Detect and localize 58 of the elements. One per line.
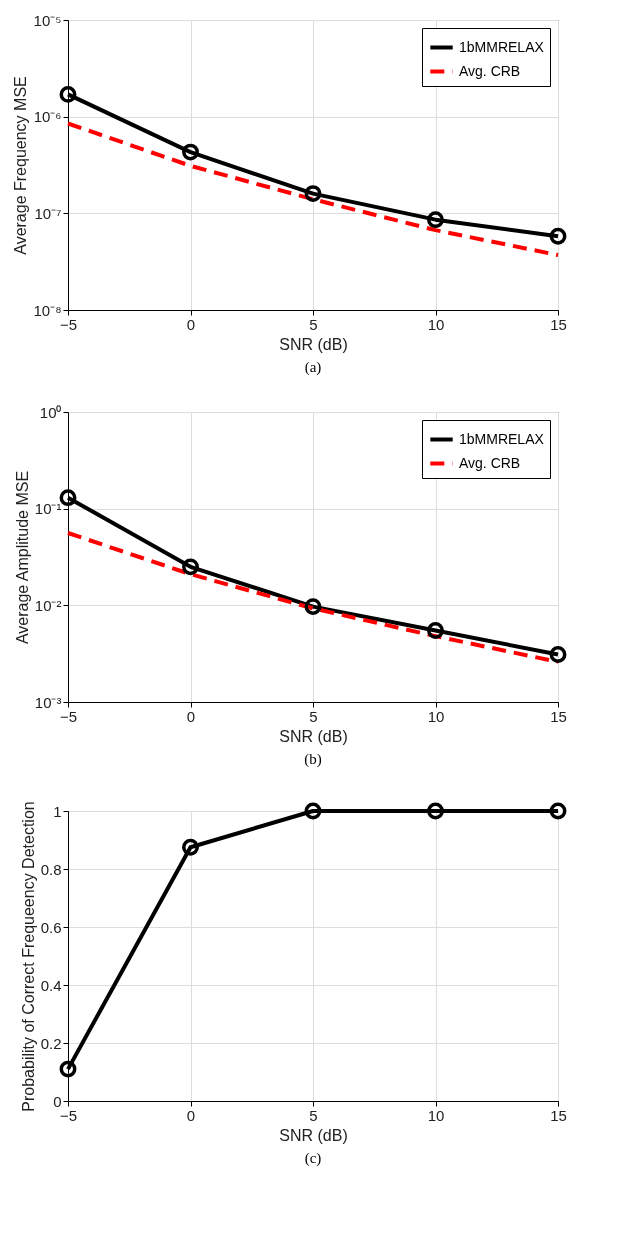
point — [427, 621, 444, 639]
x-tick-label: 10 — [427, 1106, 445, 1124]
y-tick-label: 1 — [53, 802, 62, 820]
point — [182, 838, 199, 856]
y-tick-label: 10⁻¹ — [34, 500, 62, 518]
x-tick-label: −5 — [59, 707, 78, 725]
x-tick-label: −5 — [59, 1106, 78, 1124]
legend-label: 1bMMRELAX — [459, 430, 545, 447]
y-axis-title: Average Frequency MSE — [12, 76, 30, 255]
x-tick-label: 10 — [427, 707, 445, 725]
point — [427, 211, 444, 229]
y-tick-label: 0.6 — [40, 918, 62, 936]
point — [549, 646, 567, 663]
line-series — [66, 531, 560, 664]
x-axis-title: SNR (dB) — [279, 727, 348, 745]
y-tick-label: 10⁻⁵ — [33, 11, 62, 29]
y-tick-label: 10⁻⁶ — [33, 108, 62, 126]
x-axis-title: SNR (dB) — [279, 1126, 348, 1144]
y-tick-label: 0.8 — [40, 860, 62, 878]
x-tick-label: 0 — [186, 707, 196, 725]
point — [182, 558, 199, 576]
x-tick-label: 15 — [550, 315, 567, 333]
point — [59, 1060, 77, 1078]
legend-label: 1bMMRELAX — [459, 38, 545, 55]
y-tick-label: 0.2 — [40, 1034, 62, 1052]
y-tick-label: 0 — [53, 1092, 62, 1110]
x-tick-label: −5 — [59, 315, 78, 333]
x-tick-label: 0 — [186, 1106, 196, 1124]
point — [549, 227, 567, 245]
point — [304, 598, 322, 616]
y-tick-label: 10⁻² — [34, 596, 62, 614]
y-tick-label: 10⁻³ — [34, 693, 62, 711]
text: (c) — [304, 1150, 322, 1167]
x-tick-label: 5 — [309, 315, 318, 333]
x-tick-label: 5 — [309, 707, 318, 725]
point — [549, 802, 567, 820]
y-tick-label: 10⁰ — [39, 403, 62, 421]
y-axis-title: Average Amplitude MSE — [13, 470, 31, 645]
y-axis-title: Probability of Correct Frequeency Detection — [19, 801, 37, 1112]
x-axis-title: SNR (dB) — [279, 335, 348, 353]
x-tick-label: 10 — [427, 315, 445, 333]
point — [304, 185, 322, 203]
text: (b) — [304, 751, 322, 768]
point — [427, 802, 444, 820]
x-tick-label: 15 — [550, 707, 567, 725]
x-tick-label: 5 — [309, 1106, 318, 1124]
point — [59, 85, 77, 103]
legend-label: Avg. CRB — [459, 62, 521, 79]
x-tick-label: 15 — [550, 1106, 567, 1124]
x-tick-label: 0 — [186, 315, 196, 333]
text: (a) — [304, 359, 322, 376]
y-tick-label: 10⁻⁷ — [34, 204, 62, 222]
y-tick-label: 0.4 — [40, 976, 62, 994]
line-series — [66, 121, 560, 258]
legend-label: Avg. CRB — [459, 454, 521, 471]
point — [304, 802, 322, 820]
point — [182, 143, 199, 161]
y-tick-label: 10⁻⁸ — [33, 301, 62, 319]
